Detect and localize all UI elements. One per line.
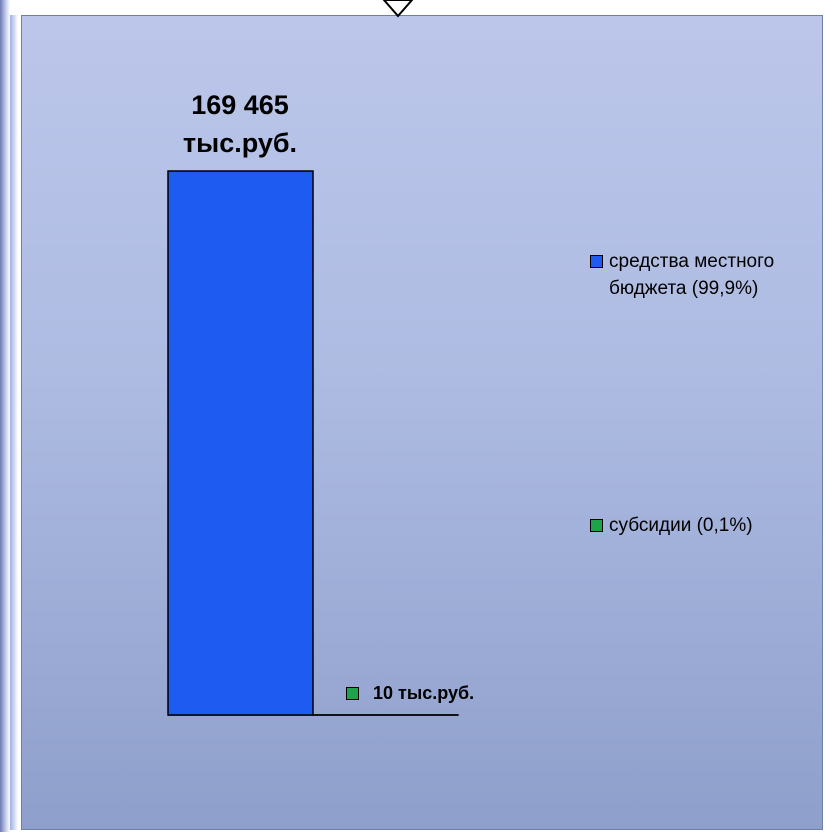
legend-item-subsidies: субсидии (0,1%) xyxy=(590,512,810,539)
data-label-text: 10 тыс.руб. xyxy=(373,683,475,703)
arrow-down-icon xyxy=(382,0,414,18)
chart-area xyxy=(21,15,823,830)
bar-0 xyxy=(167,170,314,716)
legend-swatch-green xyxy=(590,519,603,532)
legend-swatch-blue xyxy=(590,255,603,268)
legend-label: субсидии (0,1%) xyxy=(609,515,753,536)
window-left-edge xyxy=(0,0,10,832)
legend-item-local-budget: средства местного бюджета (99,9%) xyxy=(590,248,810,302)
data-label-local-budget: 169 465 тыс.руб. xyxy=(140,86,340,162)
window-left-border xyxy=(10,15,18,830)
bars-group xyxy=(167,170,459,716)
data-label-swatch xyxy=(346,686,359,700)
data-label-text: 169 465 тыс.руб. xyxy=(182,90,298,158)
data-label-subsidies: 10 тыс.руб. xyxy=(346,680,474,706)
legend-label: средства местного бюджета (99,9%) xyxy=(609,251,775,299)
